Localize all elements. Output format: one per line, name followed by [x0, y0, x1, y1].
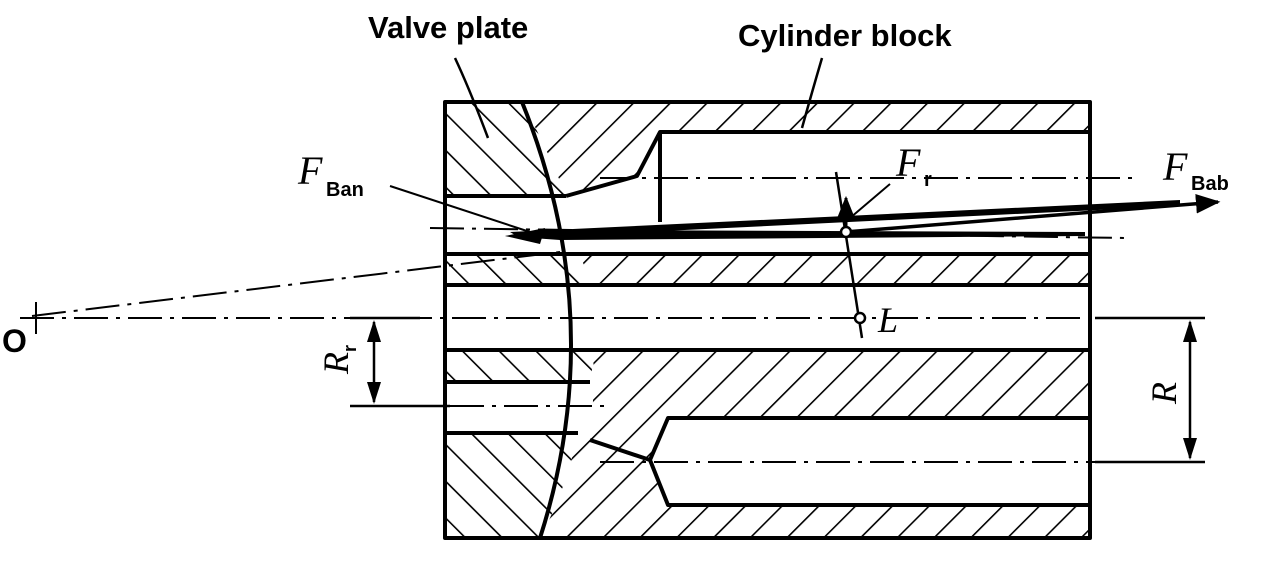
force-r-leader [849, 183, 891, 219]
label-leaders [453, 57, 824, 139]
cylinder-block-section [522, 102, 1090, 538]
cylinder-block-top-hatch [522, 102, 1090, 196]
radius-rr-subscript: r [340, 345, 360, 352]
point-o-label: O [2, 323, 27, 359]
radial-line-from-o [31, 251, 561, 317]
outer-body-outline [443, 100, 1092, 540]
valve-plate-label: Valve plate [368, 10, 528, 45]
radius-rr-label: R r [316, 345, 360, 375]
force-application-point [839, 225, 853, 239]
force-ban-leader [389, 185, 531, 233]
force-bab-subscript: Bab [1191, 173, 1229, 195]
valve-plate-section [445, 102, 593, 538]
dim-r-arrow-bottom [1183, 438, 1197, 460]
section-outlines [443, 100, 1092, 540]
valve-plate-leader [453, 57, 490, 139]
force-r-subscript: r [924, 169, 932, 191]
point-l-label: L [877, 300, 898, 340]
dim-r-arrow-top [1183, 320, 1197, 342]
dimensions [350, 316, 1205, 464]
valve-plate-lower-hatch [445, 350, 593, 382]
cylinder-block-lower-hatch [590, 350, 1090, 460]
force-ban-arrowhead [505, 228, 545, 244]
force-ban-symbol: F [297, 148, 323, 193]
lower-port-channel [589, 438, 651, 462]
cylinder-block-bottom-hatch [540, 433, 1090, 538]
force-vectors [389, 171, 1221, 339]
force-bab-symbol: F [1162, 144, 1188, 189]
upper-piston-bore-outline [565, 130, 1090, 198]
dim-rr-arrow-bottom [367, 382, 381, 404]
point-l-marker [853, 311, 867, 325]
force-wedge-lower [505, 230, 1085, 240]
force-ban-subscript: Ban [326, 179, 364, 201]
valve-plate-top-hatch [445, 102, 566, 196]
radius-rr-symbol: R [316, 352, 356, 375]
force-r-symbol: F [895, 140, 921, 185]
spherical-interface-arc [520, 101, 573, 539]
radius-r-symbol: R [1144, 382, 1184, 405]
line-to-point-l [834, 171, 864, 339]
valve-plate-bottom-hatch [445, 433, 578, 538]
cylinder-block-middle-hatch [580, 254, 1090, 285]
cylinder-block-label: Cylinder block [738, 18, 952, 53]
radius-r-label: R [1144, 382, 1184, 405]
dim-rr-arrow-top [367, 320, 381, 342]
cylinder-block-leader [800, 57, 824, 129]
